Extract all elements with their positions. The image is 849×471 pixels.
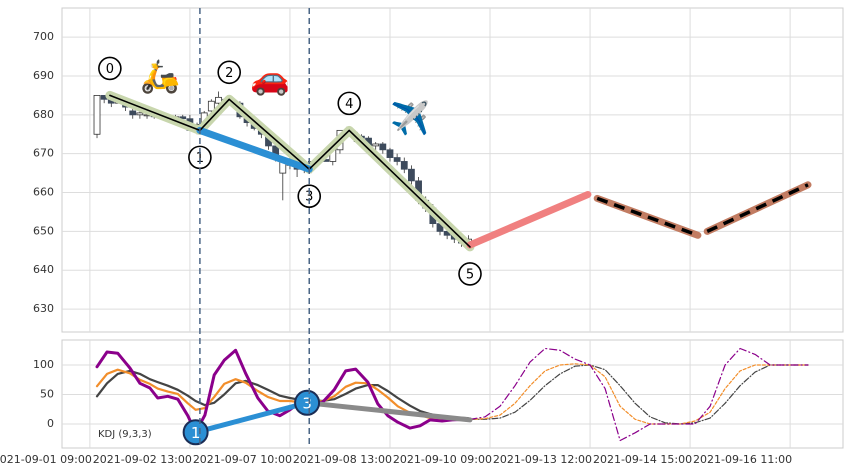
candle-body bbox=[93, 95, 101, 135]
trend-line-dash bbox=[706, 183, 809, 233]
y-tick-label: 650 bbox=[33, 224, 54, 237]
candle-body bbox=[408, 168, 415, 182]
y-tick-label: 100 bbox=[33, 358, 54, 371]
kdj-line bbox=[95, 369, 469, 420]
candle-body bbox=[372, 143, 380, 147]
x-tick-label: 2021-09-01 09:00 bbox=[0, 453, 92, 466]
trend-line bbox=[304, 400, 473, 423]
kdj-line bbox=[95, 368, 469, 421]
pivot-label: 4 bbox=[345, 97, 353, 112]
zigzag-line bbox=[109, 94, 471, 248]
y-tick-label: 700 bbox=[33, 30, 54, 43]
icon: 🛵 bbox=[140, 57, 180, 95]
candle-body bbox=[129, 110, 137, 116]
pivot-marker bbox=[458, 262, 482, 286]
annotation: KDJ (9,3,3) bbox=[98, 429, 152, 440]
x-tick-label: 2021-09-10 09:00 bbox=[393, 453, 492, 466]
icon: ✈️ bbox=[390, 99, 430, 137]
y-tick-label: 630 bbox=[33, 302, 54, 315]
y-tick-label: 660 bbox=[33, 186, 54, 199]
icon: 🚗 bbox=[250, 59, 290, 97]
pivot-label: 5 bbox=[466, 267, 474, 282]
trend-line bbox=[193, 400, 310, 435]
pivot-label: 0 bbox=[106, 62, 114, 77]
trend-line bbox=[466, 191, 592, 249]
forecast-line bbox=[469, 363, 809, 425]
pivot-marker bbox=[297, 184, 322, 209]
x-tick-label: 2021-09-14 15:00 bbox=[593, 453, 692, 466]
x-tick-label: 2021-09-07 10:00 bbox=[193, 453, 292, 466]
pivot-marker bbox=[294, 389, 321, 416]
candle-body bbox=[393, 157, 401, 162]
candle-body bbox=[207, 100, 215, 112]
trend-line bbox=[593, 194, 702, 239]
candle-body bbox=[400, 161, 408, 170]
pivot-label: 3 bbox=[305, 190, 313, 205]
candle-body bbox=[136, 112, 144, 116]
y-tick-label: 0 bbox=[47, 417, 54, 430]
y-tick-label: 50 bbox=[40, 388, 54, 401]
pivot-label: 3 bbox=[302, 394, 312, 412]
candle-body bbox=[379, 143, 387, 151]
pivot-marker bbox=[182, 419, 209, 446]
trend-line bbox=[196, 126, 313, 173]
pivot-marker bbox=[217, 60, 242, 85]
forecast-line bbox=[469, 364, 809, 425]
x-tick-label: 2021-09-16 11:00 bbox=[693, 453, 792, 466]
pivot-label: 1 bbox=[191, 424, 201, 442]
y-tick-label: 640 bbox=[33, 263, 54, 276]
x-tick-label: 2021-09-08 13:00 bbox=[293, 453, 392, 466]
x-tick-label: 2021-09-13 12:00 bbox=[493, 453, 592, 466]
pivot-marker bbox=[337, 91, 362, 116]
pivot-marker bbox=[98, 56, 122, 81]
forecast-line bbox=[469, 347, 809, 442]
candle-body bbox=[215, 96, 222, 104]
y-tick-label: 680 bbox=[33, 108, 54, 121]
x-tick-label: 2021-09-02 13:00 bbox=[93, 453, 192, 466]
y-tick-label: 670 bbox=[33, 147, 54, 160]
y-tick-label: 690 bbox=[33, 69, 54, 82]
pivot-label: 2 bbox=[225, 66, 233, 81]
candle-body bbox=[386, 149, 394, 158]
top-plot-area bbox=[61, 7, 844, 333]
